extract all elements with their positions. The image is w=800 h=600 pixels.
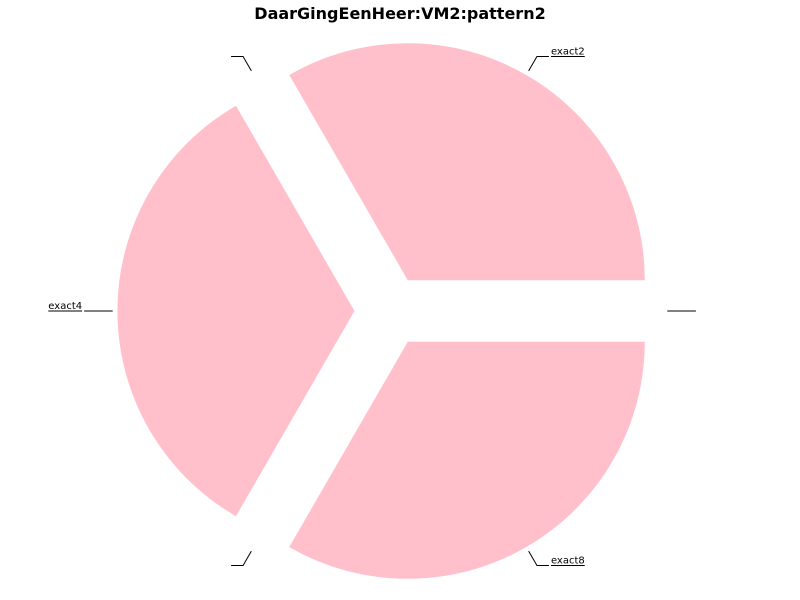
label-leader-line: [231, 550, 252, 567]
pie-slice-exact4: [117, 105, 355, 517]
pie-slice-label: exact8: [551, 556, 585, 567]
chart-title: DaarGingEenHeer:VM2:pattern2: [254, 4, 546, 23]
label-leader-line: [528, 550, 549, 567]
pie-slice-exact2: [289, 43, 645, 281]
pie-slice-exact8: [289, 341, 645, 579]
pie-slice-label: exact2: [551, 46, 585, 57]
label-leader-line: [528, 55, 549, 72]
pie-slice-label: exact4: [48, 301, 82, 312]
label-leader-line: [231, 55, 252, 72]
